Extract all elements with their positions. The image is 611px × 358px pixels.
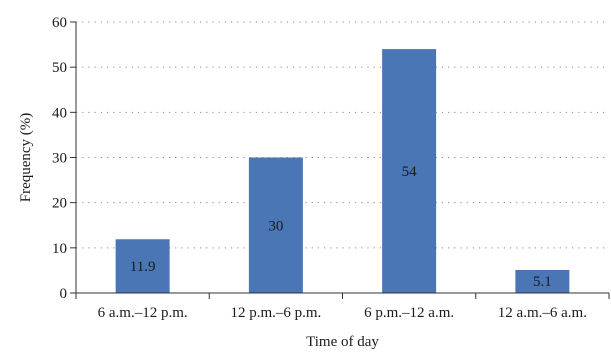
bar xyxy=(248,157,303,293)
y-tick-label: 40 xyxy=(52,105,67,121)
x-tick-label: 12 p.m.–6 p.m. xyxy=(230,305,321,321)
data-label: 11.9 xyxy=(130,259,156,275)
y-tick-label: 0 xyxy=(60,286,68,302)
x-tick-label: 6 p.m.–12 a.m. xyxy=(364,305,454,321)
y-tick-label: 30 xyxy=(52,151,67,167)
y-axis-ticks: 0 10 20 30 40 50 60 xyxy=(52,15,76,302)
bar xyxy=(382,49,437,293)
x-tick-label: 6 a.m.–12 p.m. xyxy=(98,305,188,321)
y-axis-title: Frequency (%) xyxy=(18,113,34,203)
bar xyxy=(115,239,170,293)
bars xyxy=(115,49,570,293)
y-tick-label: 20 xyxy=(52,196,67,212)
y-tick-label: 10 xyxy=(52,241,67,257)
data-label: 30 xyxy=(268,218,283,234)
data-label: 54 xyxy=(402,164,418,180)
x-axis-ticks: 6 a.m.–12 p.m. 12 p.m.–6 p.m. 6 p.m.–12 a.… xyxy=(75,293,610,321)
data-labels: 11.9 30 54 5.1 xyxy=(130,164,552,290)
data-label: 5.1 xyxy=(533,274,552,290)
gridlines xyxy=(76,21,609,249)
y-tick-label: 60 xyxy=(52,15,67,31)
x-tick-label: 12 a.m.–6 a.m. xyxy=(498,305,587,321)
x-axis-title: Time of day xyxy=(306,334,379,350)
bar xyxy=(515,269,570,293)
y-tick-label: 50 xyxy=(52,60,67,76)
